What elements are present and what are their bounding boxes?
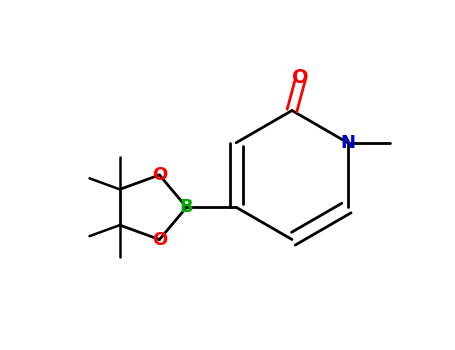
Text: B: B (180, 198, 193, 216)
Text: N: N (340, 134, 355, 152)
Text: O: O (293, 69, 309, 88)
Text: O: O (152, 231, 167, 248)
Text: O: O (152, 166, 167, 184)
